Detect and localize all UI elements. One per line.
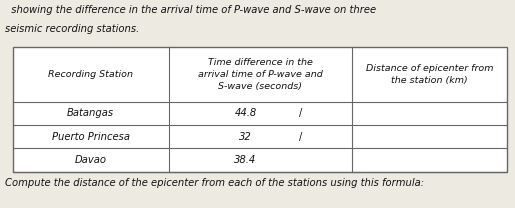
Text: Distance of epicenter from: Distance of epicenter from: [366, 64, 493, 73]
Text: showing the difference in the arrival time of P-wave and S-wave on three: showing the difference in the arrival ti…: [5, 5, 376, 15]
Bar: [13, 47, 507, 172]
Text: Davao: Davao: [75, 155, 107, 165]
Text: 38.4: 38.4: [234, 155, 256, 165]
Text: the station (km): the station (km): [391, 76, 468, 85]
Text: 32: 32: [239, 132, 252, 142]
Text: /: /: [299, 108, 302, 118]
Text: /: /: [299, 132, 302, 142]
Text: Time difference in the: Time difference in the: [208, 58, 313, 67]
Text: seismic recording stations.: seismic recording stations.: [5, 24, 140, 34]
Text: Batangas: Batangas: [67, 108, 114, 118]
Text: arrival time of P-wave and: arrival time of P-wave and: [198, 70, 322, 79]
Text: 44.8: 44.8: [234, 108, 256, 118]
Bar: [13, 47, 507, 172]
Text: S-wave (seconds): S-wave (seconds): [218, 82, 302, 90]
Text: Recording Station: Recording Station: [48, 70, 133, 79]
Text: Compute the distance of the epicenter from each of the stations using this formu: Compute the distance of the epicenter fr…: [5, 178, 424, 188]
Text: Puerto Princesa: Puerto Princesa: [52, 132, 130, 142]
